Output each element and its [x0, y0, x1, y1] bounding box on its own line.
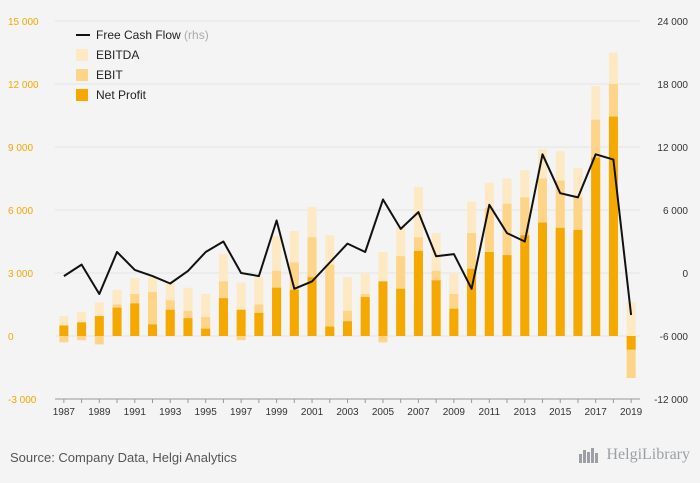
bar-net-profit[interactable] — [555, 227, 565, 336]
bar-net-profit[interactable] — [165, 309, 175, 336]
bar-net-profit[interactable] — [396, 288, 406, 336]
chart: 15 000 12 000 9 000 6 000 3 000 0 -3 000 24 000… — [8, 17, 688, 418]
x-tick-label: 1989 — [88, 407, 111, 418]
bar-net-profit[interactable] — [413, 250, 423, 336]
bar-net-profit[interactable] — [183, 318, 193, 336]
legend-swatch-ebit — [76, 69, 88, 81]
bar-net-profit[interactable] — [360, 297, 370, 336]
bar-net-profit[interactable] — [112, 307, 122, 336]
bar-net-profit[interactable] — [201, 328, 211, 336]
y-left-tick-label: 0 — [8, 332, 14, 343]
y-right-tick-label: -6 000 — [660, 332, 689, 343]
logo-text: HelgiLibrary — [606, 446, 690, 463]
grid — [55, 20, 640, 400]
bar-ebit[interactable] — [201, 317, 211, 336]
bar-net-profit[interactable] — [325, 326, 335, 336]
bar-ebit[interactable] — [77, 336, 87, 341]
legend-swatch-net-profit — [76, 89, 88, 101]
bar-net-profit[interactable] — [573, 229, 583, 336]
bar-net-profit[interactable] — [431, 280, 441, 336]
x-tick-label: 1987 — [53, 407, 76, 418]
bar-net-profit[interactable] — [218, 298, 228, 336]
bar-net-profit[interactable] — [307, 277, 317, 336]
bar-net-profit[interactable] — [449, 308, 459, 336]
bar-net-profit[interactable] — [484, 252, 494, 336]
legend-label-free-cash-flow: Free Cash Flow (rhs) — [96, 28, 209, 42]
bar-net-profit[interactable] — [378, 281, 388, 336]
bar-ebit[interactable] — [626, 336, 636, 378]
y-right-tick-label: 24 000 — [657, 17, 688, 28]
free-cash-flow-line[interactable] — [63, 153, 633, 316]
bar-ebit[interactable] — [378, 336, 388, 343]
bar-net-profit[interactable] — [130, 303, 140, 336]
x-tick-label: 2011 — [479, 407, 501, 418]
bar-net-profit[interactable] — [608, 116, 618, 336]
x-tick-label: 1997 — [230, 407, 253, 418]
bar-ebitda[interactable] — [626, 302, 636, 336]
x-tick-label: 2019 — [620, 407, 643, 418]
x-tick-label: 2015 — [549, 407, 572, 418]
bar-net-profit[interactable] — [626, 336, 636, 350]
bar-net-profit[interactable] — [148, 324, 157, 336]
x-tick-label: 1995 — [195, 407, 218, 418]
footer: Source: Company Data, Helgi Analytics He… — [0, 438, 700, 483]
y-right-tick-label: 12 000 — [657, 143, 688, 154]
axes: 15 000 12 000 9 000 6 000 3 000 0 -3 000 24 000… — [8, 17, 688, 418]
x-tick-label: 2005 — [372, 407, 395, 418]
y-left-tick-label: 12 000 — [8, 80, 39, 91]
y-right-tick-label: 6 000 — [663, 206, 688, 217]
y-left-tick-label: 9 000 — [8, 143, 33, 154]
x-tick-label: 1993 — [159, 407, 182, 418]
bar-ebitda[interactable] — [201, 294, 211, 336]
y-left-tick-label: 15 000 — [8, 17, 39, 28]
x-tick-label: 2003 — [336, 407, 359, 418]
x-tick-label: 2007 — [407, 407, 430, 418]
bar-net-profit[interactable] — [77, 322, 87, 336]
source-text: Source: Company Data, Helgi Analytics — [10, 450, 237, 465]
bar-net-profit[interactable] — [59, 325, 69, 337]
y-left-tick-label: 6 000 — [8, 206, 33, 217]
y-right-tick-label: 18 000 — [657, 80, 688, 91]
bar-ebitda[interactable] — [343, 277, 352, 336]
bar-net-profit[interactable] — [343, 321, 352, 336]
bars — [59, 52, 636, 378]
bar-net-profit[interactable] — [289, 289, 299, 336]
bar-net-profit[interactable] — [272, 287, 282, 336]
bar-ebit[interactable] — [59, 336, 69, 343]
legend-label-ebitda: EBITDA — [96, 48, 139, 62]
y-right-tick-label: 0 — [682, 269, 688, 280]
bar-net-profit[interactable] — [467, 268, 477, 336]
legend[interactable]: Free Cash Flow (rhs) EBITDA EBIT Net Profit — [76, 28, 209, 102]
bar-net-profit[interactable] — [591, 157, 601, 337]
helgi-logo[interactable]: HelgiLibrary — [578, 446, 690, 464]
x-tick-label: 2009 — [443, 407, 466, 418]
bar-ebit[interactable] — [236, 336, 246, 341]
x-tick-label: 1999 — [265, 407, 288, 418]
fcf-line — [63, 153, 633, 316]
bar-net-profit[interactable] — [520, 235, 530, 336]
y-left-tick-label: 3 000 — [8, 269, 33, 280]
x-tick-label: 2013 — [514, 407, 537, 418]
bar-net-profit[interactable] — [254, 312, 264, 336]
logo-mark-icon — [579, 448, 599, 463]
legend-rhs-note: (rhs) — [184, 28, 209, 42]
bar-ebitda[interactable] — [236, 282, 246, 336]
x-tick-label: 1991 — [124, 407, 147, 418]
bar-net-profit[interactable] — [236, 309, 246, 336]
bar-net-profit[interactable] — [502, 255, 512, 336]
legend-swatch-ebitda — [76, 49, 88, 61]
y-right-tick-label: -12 000 — [654, 395, 688, 406]
bar-net-profit[interactable] — [538, 222, 547, 336]
x-tick-label: 2001 — [301, 407, 324, 418]
legend-label-ebit: EBIT — [96, 68, 123, 82]
y-left-tick-label: -3 000 — [8, 395, 37, 406]
bar-net-profit[interactable] — [94, 316, 104, 336]
bar-ebit[interactable] — [94, 336, 104, 345]
bar-ebit[interactable] — [148, 291, 157, 336]
legend-label-net-profit: Net Profit — [96, 88, 147, 102]
x-tick-label: 2017 — [585, 407, 608, 418]
bar-ebit[interactable] — [325, 264, 335, 336]
